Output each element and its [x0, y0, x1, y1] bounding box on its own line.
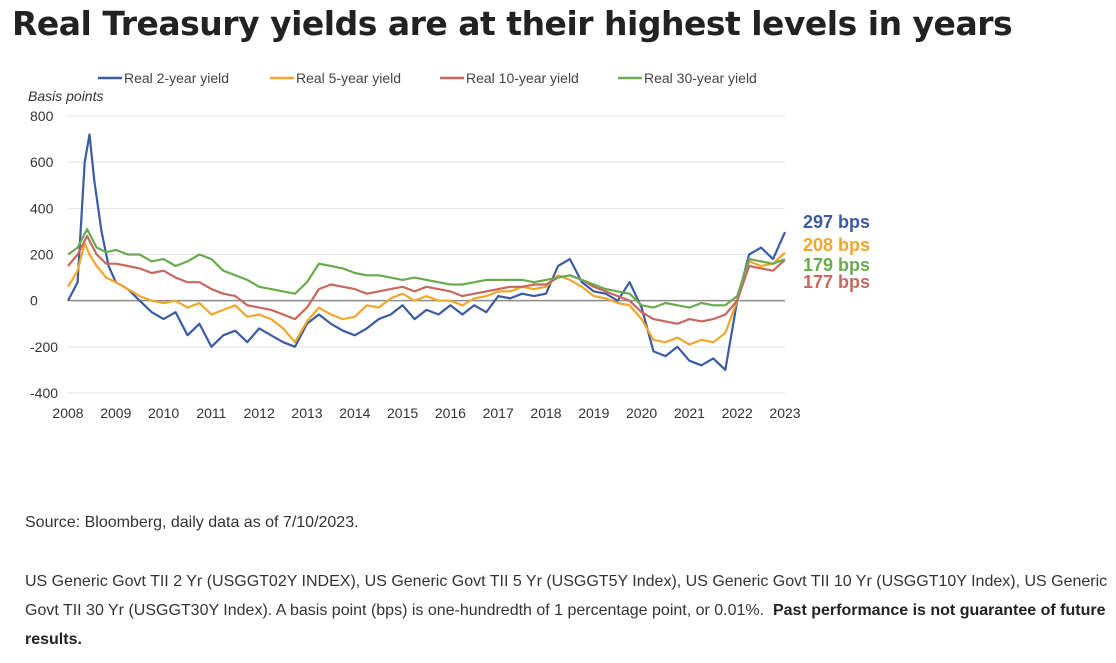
x-tick-label: 2013: [291, 405, 322, 421]
x-tick-label: 2009: [100, 405, 131, 421]
y-tick-label: 0: [30, 293, 38, 309]
series-line: [67, 234, 786, 325]
series-line: [67, 228, 786, 309]
legend-label: Real 10-year yield: [466, 70, 579, 86]
legend-label: Real 30-year yield: [644, 70, 757, 86]
chart-series-group: [67, 133, 787, 371]
y-tick-label: 800: [30, 108, 54, 124]
x-tick-label: 2023: [769, 405, 800, 421]
x-tick-label: 2019: [578, 405, 609, 421]
x-tick-label: 2012: [244, 405, 275, 421]
end-value-label: 208 bps: [803, 235, 870, 255]
series-line: [67, 133, 787, 371]
x-tick-label: 2015: [387, 405, 418, 421]
footnote-text: US Generic Govt TII 2 Yr (USGGT02Y INDEX…: [25, 573, 1108, 619]
y-tick-label: -200: [30, 339, 58, 355]
y-tick-label: 200: [30, 247, 54, 263]
x-tick-label: 2014: [339, 405, 370, 421]
page-title: Real Treasury yields are at their highes…: [12, 4, 1013, 43]
y-tick-label: 400: [30, 200, 54, 216]
x-tick-label: 2017: [483, 405, 514, 421]
disclaimer: Past performance is not guarantee of fut…: [25, 602, 1106, 648]
x-tick-label: 2018: [530, 405, 561, 421]
end-value-label: 297 bps: [803, 212, 870, 232]
x-tick-label: 2020: [626, 405, 657, 421]
x-tick-label: 2021: [674, 405, 705, 421]
source-note: Source: Bloomberg, daily data as of 7/10…: [25, 514, 359, 531]
chart-legend: Real 2-year yield Real 5-year yield Real 1…: [98, 70, 757, 86]
x-tick-label: 2008: [52, 405, 83, 421]
x-tick-label: 2010: [148, 405, 179, 421]
y-tick-label: -400: [30, 385, 58, 401]
y-axis-label: Basis points: [28, 88, 103, 104]
series-line: [67, 241, 786, 346]
line-chart: Real 2-year yield Real 5-year yield Real 1…: [28, 70, 870, 421]
x-tick-label: 2011: [196, 405, 226, 421]
end-value-label: 177 bps: [803, 272, 870, 292]
x-tick-label: 2022: [722, 405, 753, 421]
y-tick-label: 600: [30, 154, 54, 170]
legend-label: Real 5-year yield: [296, 70, 401, 86]
legend-label: Real 2-year yield: [124, 70, 229, 86]
end-value-label: 179 bps: [803, 255, 870, 275]
chart-axes: -400 -200 0 200 400 600 800 Basis points 2008 200…: [28, 88, 801, 421]
footnote: US Generic Govt TII 2 Yr (USGGT02Y INDEX…: [25, 567, 1110, 654]
x-tick-label: 2016: [435, 405, 466, 421]
chart-grid: [68, 115, 785, 394]
